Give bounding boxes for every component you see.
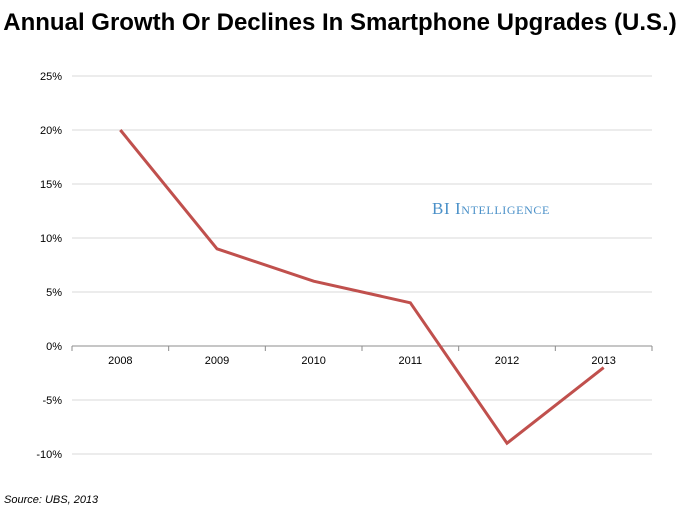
series-layer [119,129,605,446]
y-axis-ticks: 25% 20% 15% 10% 5% 0% -5% -10% [36,71,62,461]
x-axis-ticks: 2008 2009 2010 2011 2012 2013 [108,355,616,367]
watermark-logo: BI Intelligence [432,199,550,218]
x-tick-label: 2013 [591,355,615,367]
x-tick-label: 2008 [108,355,132,367]
x-tick-label: 2010 [301,355,325,367]
source-note: Source: UBS, 2013 [4,494,99,506]
x-tick-label: 2009 [205,355,229,367]
y-tick-label: 10% [40,233,62,245]
y-tick-label: 20% [40,125,62,137]
x-tick-label: 2012 [495,355,519,367]
y-tick-label: 15% [40,179,62,191]
x-axis [71,345,653,351]
gridlines [72,75,652,455]
series-line [119,129,605,446]
y-tick-label: -10% [36,449,62,461]
y-tick-label: 5% [46,287,62,299]
y-tick-label: -5% [42,395,62,407]
y-tick-label: 25% [40,71,62,83]
y-tick-label: 0% [46,341,62,353]
x-tick-label: 2011 [399,355,423,367]
chart-title: Annual Growth Or Declines In Smartphone … [3,9,677,36]
